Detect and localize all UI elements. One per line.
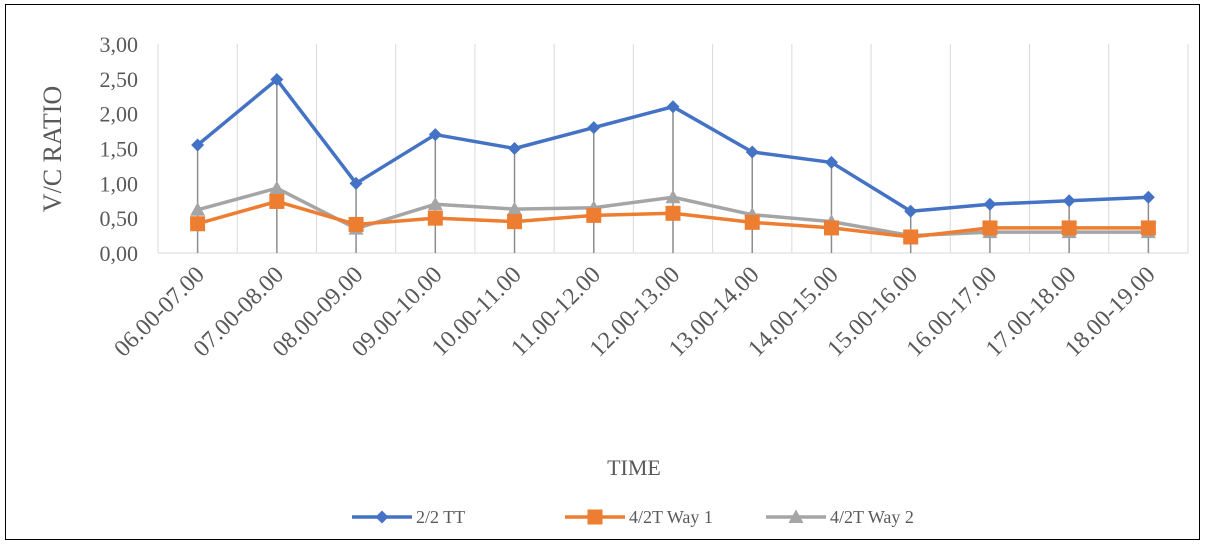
data-point-square bbox=[507, 214, 523, 230]
data-point-square bbox=[190, 216, 206, 232]
data-point-diamond bbox=[508, 142, 522, 155]
data-point-square bbox=[587, 509, 603, 525]
legend-item: 4/2T Way 1 bbox=[565, 507, 713, 527]
y-tick-label: 2,50 bbox=[100, 67, 139, 92]
data-point-square bbox=[744, 214, 760, 230]
data-point-triangle bbox=[665, 189, 681, 204]
data-point-diamond bbox=[191, 138, 205, 152]
data-point-diamond bbox=[428, 128, 442, 142]
data-point-triangle bbox=[269, 180, 285, 195]
data-point-diamond bbox=[983, 197, 997, 211]
y-tick-label: 0,50 bbox=[100, 206, 139, 231]
legend: 2/2 TT 4/2T Way 1 4/2T Way 2 bbox=[352, 507, 914, 527]
data-point-triangle bbox=[427, 196, 443, 211]
y-tick-label: 1,50 bbox=[100, 137, 139, 162]
data-point-square bbox=[586, 207, 602, 223]
data-point-diamond bbox=[349, 176, 363, 190]
y-tick-label: 1,00 bbox=[100, 171, 139, 196]
x-axis-title: TIME bbox=[607, 455, 661, 480]
chart-frame bbox=[5, 4, 1200, 540]
data-point-diamond bbox=[904, 204, 918, 218]
data-point-diamond bbox=[1141, 190, 1155, 204]
y-tick-labels: 0,00 0,50 1,00 1,50 2,00 2,50 3,00 bbox=[100, 32, 139, 266]
data-point-diamond bbox=[666, 100, 680, 114]
data-point-diamond bbox=[375, 510, 389, 524]
data-point-square bbox=[823, 220, 839, 236]
series-0 bbox=[191, 73, 1155, 218]
data-point-diamond bbox=[745, 145, 759, 159]
data-point-triangle bbox=[788, 509, 804, 523]
data-point-square bbox=[665, 205, 681, 221]
data-point-square bbox=[1061, 220, 1077, 236]
x-tick-labels: 06.00-07.0007.00-08.0008.00-09.0009.00-1… bbox=[109, 262, 1160, 362]
legend-label: 4/2T Way 1 bbox=[629, 507, 713, 527]
y-tick-label: 0,00 bbox=[100, 241, 139, 266]
legend-item: 4/2T Way 2 bbox=[766, 507, 914, 527]
series-1 bbox=[190, 193, 1156, 245]
legend-label: 2/2 TT bbox=[416, 507, 465, 527]
data-point-square bbox=[348, 216, 364, 232]
legend-label: 4/2T Way 2 bbox=[830, 507, 914, 527]
y-tick-label: 2,00 bbox=[100, 102, 139, 127]
data-point-diamond bbox=[270, 73, 284, 87]
data-point-triangle bbox=[190, 202, 206, 216]
data-point-square bbox=[903, 229, 919, 245]
data-point-square bbox=[427, 210, 443, 226]
data-point-square bbox=[1140, 220, 1156, 236]
data-point-diamond bbox=[587, 121, 601, 135]
y-tick-label: 3,00 bbox=[100, 32, 139, 57]
data-point-square bbox=[269, 193, 285, 209]
data-point-triangle bbox=[507, 201, 523, 216]
data-point-diamond bbox=[824, 155, 838, 169]
data-point-square bbox=[982, 220, 998, 236]
legend-item: 2/2 TT bbox=[352, 507, 465, 527]
y-axis-title: V/C RATIO bbox=[38, 86, 67, 212]
data-point-diamond bbox=[1062, 194, 1076, 208]
series-group bbox=[190, 73, 1156, 245]
